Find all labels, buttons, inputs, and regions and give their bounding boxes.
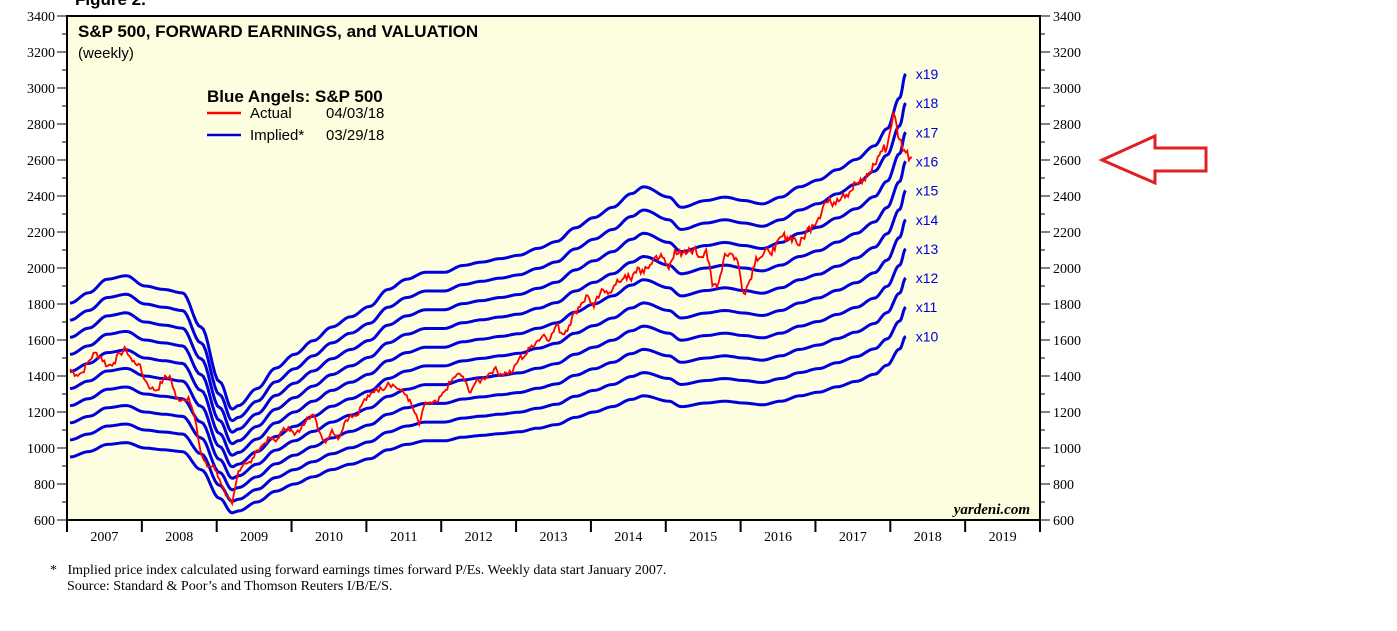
y-tick-label-right: 1600 bbox=[1053, 334, 1081, 349]
chart-subtitle: (weekly) bbox=[78, 45, 134, 62]
multiple-label: x14 bbox=[916, 212, 939, 228]
y-tick-label-left: 600 bbox=[34, 514, 55, 529]
y-tick-label-right: 2200 bbox=[1053, 226, 1081, 241]
x-tick-label: 2017 bbox=[839, 530, 867, 545]
implied-line-x19 bbox=[69, 73, 907, 411]
y-tick-label-right: 2800 bbox=[1053, 118, 1081, 133]
y-tick-label-left: 1200 bbox=[27, 406, 55, 421]
x-tick-label: 2008 bbox=[165, 530, 193, 545]
y-tick-label-left: 1400 bbox=[27, 370, 55, 385]
legend-date: 03/29/18 bbox=[326, 127, 384, 144]
arrow-annotation bbox=[1098, 133, 1208, 186]
y-tick-label-left: 2400 bbox=[27, 190, 55, 205]
multiple-label: x10 bbox=[916, 328, 939, 344]
implied-line-x14 bbox=[69, 218, 907, 469]
x-tick-label: 2011 bbox=[390, 530, 417, 545]
figure-label: Figure 2. bbox=[75, 0, 146, 10]
y-tick-label-right: 1000 bbox=[1053, 442, 1081, 457]
footnote-line1: * Implied price index calculated using f… bbox=[50, 563, 666, 579]
x-tick-label: 2019 bbox=[989, 530, 1017, 545]
actual-line bbox=[69, 110, 912, 507]
multiple-label: x13 bbox=[916, 241, 939, 257]
y-tick-label-right: 2400 bbox=[1053, 190, 1081, 205]
x-tick-label: 2009 bbox=[240, 530, 268, 545]
x-tick-label: 2012 bbox=[465, 530, 493, 545]
footnote-marker: * bbox=[50, 563, 57, 578]
multiple-label: x19 bbox=[916, 66, 939, 82]
y-tick-label-left: 3200 bbox=[27, 46, 55, 61]
y-tick-label-left: 800 bbox=[34, 478, 55, 493]
implied-line-x12 bbox=[69, 276, 907, 492]
y-tick-label-right: 1400 bbox=[1053, 370, 1081, 385]
chart-title: S&P 500, FORWARD EARNINGS, and VALUATION bbox=[78, 22, 478, 41]
y-tick-label-right: 2000 bbox=[1053, 262, 1081, 277]
multiple-label: x11 bbox=[916, 299, 938, 315]
y-tick-label-left: 3000 bbox=[27, 82, 55, 97]
legend-title: Blue Angels: S&P 500 bbox=[207, 87, 383, 106]
x-tick-label: 2015 bbox=[689, 530, 717, 545]
x-tick-label: 2007 bbox=[90, 530, 118, 545]
y-tick-label-left: 1800 bbox=[27, 298, 55, 313]
x-tick-label: 2014 bbox=[614, 530, 642, 545]
x-tick-label: 2013 bbox=[540, 530, 568, 545]
y-tick-label-right: 3000 bbox=[1053, 82, 1081, 97]
x-tick-label: 2010 bbox=[315, 530, 343, 545]
watermark: yardeni.com bbox=[952, 502, 1030, 518]
x-tick-label: 2018 bbox=[914, 530, 942, 545]
y-tick-label-left: 2000 bbox=[27, 262, 55, 277]
y-tick-label-right: 3200 bbox=[1053, 46, 1081, 61]
legend-label: Implied* bbox=[250, 127, 304, 144]
multiple-label: x17 bbox=[916, 124, 939, 140]
multiple-label: x15 bbox=[916, 183, 939, 199]
plot-area bbox=[66, 15, 1041, 521]
y-tick-label-right: 1200 bbox=[1053, 406, 1081, 421]
y-tick-label-right: 600 bbox=[1053, 514, 1074, 529]
y-tick-label-right: 2600 bbox=[1053, 154, 1081, 169]
footnote-text: Implied price index calculated using for… bbox=[67, 563, 667, 578]
legend-label: Actual bbox=[250, 105, 292, 122]
multiple-label: x18 bbox=[916, 95, 939, 111]
implied-line-x11 bbox=[69, 306, 907, 503]
y-tick-label-left: 1600 bbox=[27, 334, 55, 349]
y-tick-label-left: 3400 bbox=[27, 10, 55, 25]
y-tick-label-left: 2800 bbox=[27, 118, 55, 133]
x-tick-label: 2016 bbox=[764, 530, 792, 545]
multiple-label: x12 bbox=[916, 270, 939, 286]
implied-line-x18 bbox=[69, 102, 907, 423]
implied-line-x15 bbox=[69, 189, 907, 457]
implied-line-x16 bbox=[69, 160, 907, 446]
y-tick-label-left: 1000 bbox=[27, 442, 55, 457]
implied-line-x17 bbox=[69, 131, 907, 434]
y-tick-label-left: 2600 bbox=[27, 154, 55, 169]
multiple-label: x16 bbox=[916, 153, 939, 169]
implied-line-x10 bbox=[69, 335, 907, 515]
y-tick-label-right: 800 bbox=[1053, 478, 1074, 493]
y-tick-label-right: 3400 bbox=[1053, 10, 1081, 25]
y-tick-label-right: 1800 bbox=[1053, 298, 1081, 313]
legend-date: 04/03/18 bbox=[326, 105, 384, 122]
y-tick-label-left: 2200 bbox=[27, 226, 55, 241]
footnote-source: Source: Standard & Poor’s and Thomson Re… bbox=[67, 579, 393, 594]
implied-line-x13 bbox=[69, 247, 907, 480]
